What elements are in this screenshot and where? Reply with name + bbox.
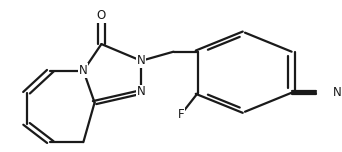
Text: F: F <box>178 107 185 121</box>
Text: N: N <box>137 54 146 67</box>
Text: O: O <box>97 9 106 22</box>
Text: N: N <box>332 86 341 99</box>
Text: N: N <box>79 64 88 77</box>
Text: N: N <box>137 85 146 98</box>
